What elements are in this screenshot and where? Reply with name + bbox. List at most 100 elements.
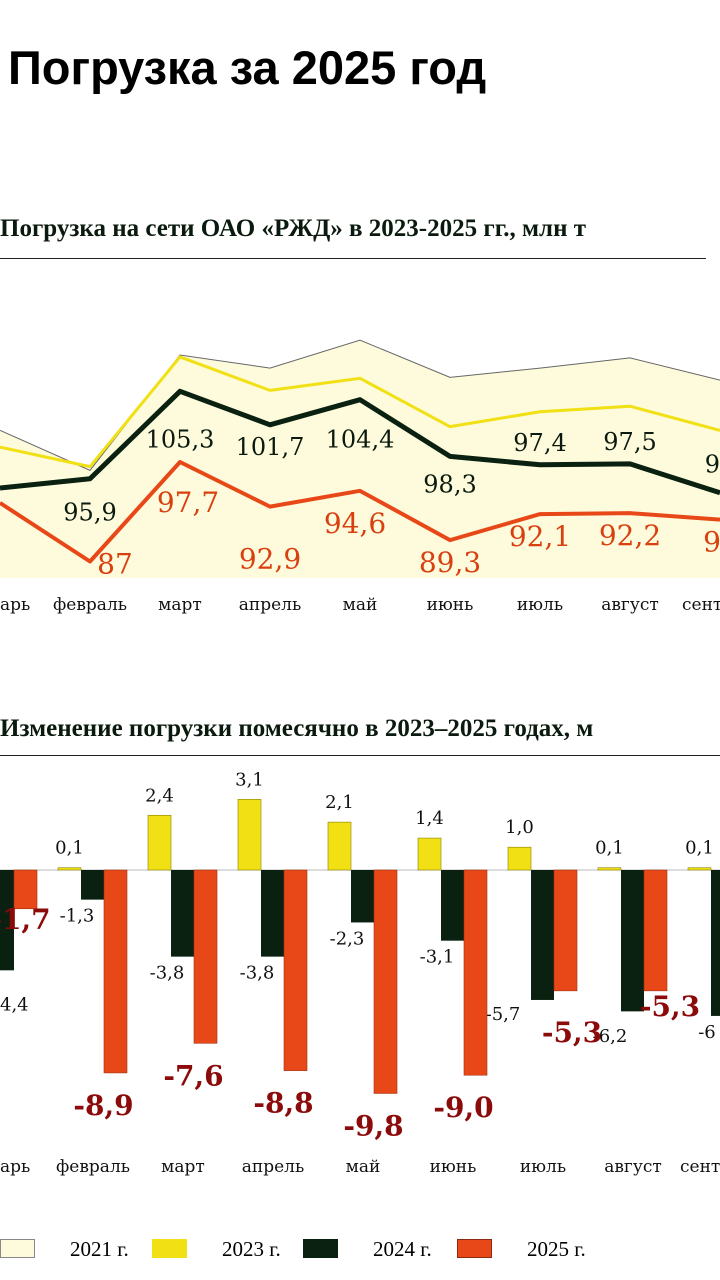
x-tick-label: май xyxy=(346,1157,381,1177)
x-tick-label: апрель xyxy=(242,1157,304,1177)
x-tick-label: июль xyxy=(517,595,563,615)
label-2025: 97,7 xyxy=(157,486,219,519)
label-2024: 97,5 xyxy=(603,428,656,456)
bar-label-2024: -5,7 xyxy=(486,1004,521,1025)
label-2025: 87 xyxy=(97,548,133,581)
legend: 2021 г. 2023 г. 2024 г. 2025 г. xyxy=(0,1237,720,1263)
bar-label-2025: -9,0 xyxy=(433,1091,493,1124)
x-tick-label: сент xyxy=(682,595,720,615)
legend-label-2024: 2024 г. xyxy=(373,1237,432,1261)
x-tick-label: июнь xyxy=(427,595,474,615)
bar-2024 xyxy=(441,870,464,941)
bar-2025 xyxy=(373,869,398,1094)
bar-2023 xyxy=(507,846,532,871)
bar-2023 xyxy=(327,821,352,871)
bar-label-2023: 0,1 xyxy=(55,838,84,859)
label-2025: 92,2 xyxy=(599,519,661,552)
bar-2025 xyxy=(103,869,128,1074)
x-tick-label: март xyxy=(161,1157,205,1177)
bar-label-2025: -9,8 xyxy=(343,1109,403,1142)
label-2024: 104,4 xyxy=(326,426,395,454)
legend-label-2025: 2025 г. xyxy=(527,1237,586,1261)
x-tick-label: март xyxy=(158,595,202,615)
bar-2024 xyxy=(0,870,14,971)
bar-2023 xyxy=(597,867,622,871)
bar-label-2024: -3,8 xyxy=(240,963,275,984)
label-2024: 98,3 xyxy=(423,470,476,498)
bar-label-2023: 2,4 xyxy=(145,785,174,806)
bar-label-2025: -8,9 xyxy=(73,1089,133,1122)
bar-label-2025: -7,6 xyxy=(163,1059,223,1092)
legend-swatch-2021 xyxy=(0,1239,35,1258)
bar-2025 xyxy=(643,869,668,992)
bar-2023 xyxy=(57,867,82,871)
bar-label-2025: -8,8 xyxy=(253,1087,313,1120)
x-tick-label: июнь xyxy=(430,1157,477,1177)
x-tick-label: арь xyxy=(0,595,30,615)
bar-chart-title: Изменение погрузки помесячно в 2023–2025… xyxy=(0,715,594,742)
x-tick-label: арь xyxy=(0,1157,30,1177)
line-chart-title-rule xyxy=(0,258,706,259)
bar-2024 xyxy=(711,870,720,1016)
bar-2023 xyxy=(147,814,172,871)
bar-label-2023: 1,0 xyxy=(505,817,534,838)
bar-2024 xyxy=(81,870,104,900)
bar-label-2023: 1,4 xyxy=(415,808,444,829)
bar-2025 xyxy=(13,869,38,910)
bar-label-2023: 2,1 xyxy=(325,792,354,813)
bar-2024 xyxy=(351,870,374,923)
bar-2024 xyxy=(531,870,554,1000)
bar-2024 xyxy=(621,870,644,1012)
bar-label-2025: -1,7 xyxy=(0,903,51,936)
bar-label-2025: -5,3 xyxy=(640,990,700,1023)
x-tick-label: июль xyxy=(520,1157,566,1177)
label-2025: 92,1 xyxy=(509,520,571,553)
bar-label-2024: -1,3 xyxy=(60,906,95,927)
bar-2025 xyxy=(463,869,488,1076)
bar-2024 xyxy=(261,870,284,957)
x-tick-label: апрель xyxy=(239,595,301,615)
bar-label-2024: -3,8 xyxy=(150,963,185,984)
label-2024: 105,3 xyxy=(146,425,215,453)
bar-label-2024: -2,3 xyxy=(330,928,365,949)
bar-label-2025: -5,3 xyxy=(542,1016,602,1049)
bar-2025 xyxy=(283,869,308,1071)
bar-label-2023: 0,1 xyxy=(685,838,714,859)
bar-2024 xyxy=(171,870,194,957)
label-2024: 95,9 xyxy=(63,499,116,527)
label-2024: 94 xyxy=(705,451,720,479)
x-tick-label: август xyxy=(604,1157,662,1177)
x-tick-label: август xyxy=(601,595,659,615)
bar-2023 xyxy=(417,837,442,871)
label-2025: 9 xyxy=(703,526,720,559)
bar-label-2024: -3,1 xyxy=(420,947,455,968)
x-tick-label: май xyxy=(343,595,378,615)
label-2025: 94,6 xyxy=(324,507,386,540)
bar-2025 xyxy=(193,869,218,1044)
bar-label-2024: -6,2 xyxy=(593,1026,628,1047)
x-tick-label: сент xyxy=(680,1157,720,1177)
bar-2025 xyxy=(553,869,578,992)
line-chart-title: Погрузка на сети ОАО «РЖД» в 2023-2025 г… xyxy=(0,215,586,242)
area-2021 xyxy=(0,340,720,578)
x-tick-label: февраль xyxy=(56,1157,130,1177)
label-2025: 92,9 xyxy=(239,543,301,576)
bar-2023 xyxy=(237,799,262,871)
legend-swatch-2023 xyxy=(152,1239,187,1258)
bar-label-2024: -6 xyxy=(698,1022,716,1043)
label-2024: 101,7 xyxy=(236,433,305,461)
legend-swatch-2025 xyxy=(457,1239,492,1258)
page-title: Погрузка за 2025 год xyxy=(8,41,487,94)
legend-label-2023: 2023 г. xyxy=(222,1237,281,1261)
x-tick-label: февраль xyxy=(53,595,127,615)
legend-swatch-2024 xyxy=(303,1239,338,1258)
bar-chart-title-rule xyxy=(0,755,720,756)
label-2025: 89,3 xyxy=(419,546,481,579)
bar-label-2023: 3,1 xyxy=(235,769,264,790)
bar-2023 xyxy=(687,867,712,871)
label-2024: 97,4 xyxy=(513,429,566,457)
bar-label-2024: 4,4 xyxy=(0,994,29,1015)
legend-label-2021: 2021 г. xyxy=(70,1237,129,1261)
bar-label-2023: 0,1 xyxy=(595,838,624,859)
